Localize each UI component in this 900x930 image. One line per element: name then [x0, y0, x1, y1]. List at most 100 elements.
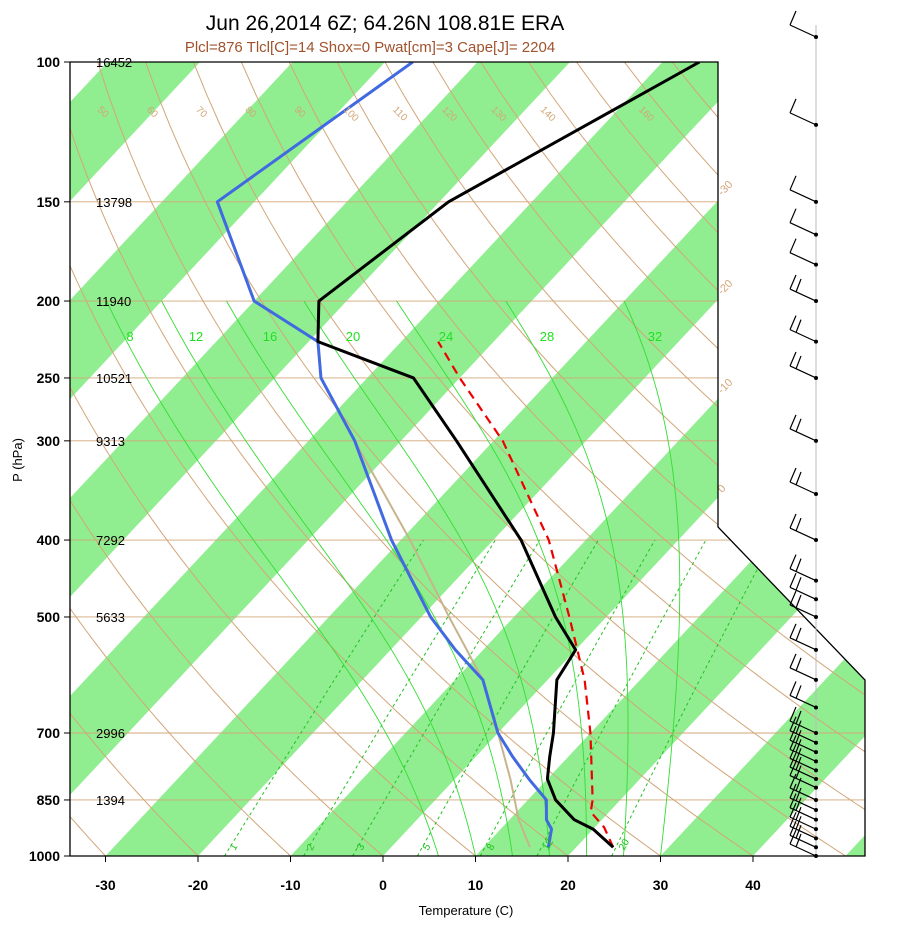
temperature-line: [316, 62, 701, 849]
y-tick-label: 250: [37, 370, 61, 386]
wind-barb-flag: [795, 685, 802, 699]
wind-barb-flag: [789, 744, 797, 759]
mixing-ratio-label: 1: [228, 842, 241, 853]
dry-adiabat-line: [432, 62, 865, 856]
wind-barb-flag: [795, 710, 802, 725]
x-tick-label: 10: [468, 877, 484, 893]
dry-adiabat-line: [336, 62, 865, 856]
wind-barb-shaft: [789, 816, 817, 830]
dry-adiabat-line: [70, 62, 569, 856]
wind-barb-flag: [789, 623, 797, 639]
wind-barb-flag: [789, 681, 797, 696]
y-tick-label: 400: [37, 532, 61, 548]
wind-barb-shaft: [789, 481, 817, 495]
dry-adiabat-label: 70: [193, 105, 209, 121]
wind-barb-flag: [789, 590, 797, 606]
wind-barb-shaft: [789, 748, 817, 762]
x-tick-label: 0: [379, 877, 387, 893]
wind-barb-shaft: [789, 825, 817, 839]
wind-barb-shaft: [789, 637, 817, 651]
wind-barb-flag: [795, 278, 802, 293]
wind-barb-shaft: [789, 720, 817, 734]
mixing-ratio-label: 12: [541, 837, 556, 853]
dry-adiabat-line: [70, 62, 476, 856]
height-label: 9313: [96, 434, 125, 449]
dry-adiabat-label: 110: [390, 105, 409, 124]
mixing-ratio-line: [536, 539, 707, 856]
wind-barb-flag: [789, 821, 797, 836]
wind-barb-flag: [789, 98, 797, 114]
wind-barb-flag: [789, 10, 797, 26]
wind-barb-shaft: [789, 730, 817, 744]
wind-barb-flag: [795, 756, 802, 771]
wind-barb-flag: [789, 773, 797, 789]
diagram-labels: 1645213798119401052193137292563329961394…: [95, 55, 735, 853]
wind-barb-flag: [789, 274, 797, 290]
wind-barb-flag: [795, 729, 802, 744]
dry-adiabat-line: [863, 62, 865, 856]
wind-barb-flag: [789, 175, 797, 191]
wind-barb-shaft: [789, 604, 817, 618]
mixing-ratio-line: [479, 539, 656, 856]
height-label: 5633: [96, 610, 125, 625]
mixing-ratio-lines: [224, 539, 774, 856]
y-tick-label: 100: [37, 54, 61, 70]
wind-barb-flag: [795, 825, 802, 839]
wind-barb-flag: [795, 765, 802, 779]
height-label: 13798: [96, 195, 132, 210]
mixing-ratio-label: 3: [355, 842, 368, 853]
wind-barb-shaft: [789, 787, 817, 801]
mixing-ratio-label: 5: [421, 842, 434, 853]
wind-barb-shaft: [789, 222, 817, 236]
x-tick-label: 30: [653, 877, 669, 893]
wind-barb-shaft: [789, 797, 817, 811]
wind-barb-flag: [789, 238, 797, 253]
wind-barb-flag: [795, 594, 802, 609]
y-axis: 100 150 200 250 300 400 500 700 850 1000: [29, 54, 70, 864]
wet-bulb-label: 32: [648, 329, 662, 344]
dry-adiabat-line: [192, 62, 865, 856]
wind-barb-flag: [789, 793, 797, 808]
wet-bulb-label: 8: [126, 329, 133, 344]
wind-barb-flag: [789, 414, 797, 430]
moist-adiabats: [106, 300, 681, 856]
wind-barb-flag: [789, 783, 797, 799]
wind-barb-flag: [795, 558, 802, 572]
wind-barb-shaft: [789, 365, 817, 379]
moist-adiabat-line: [226, 300, 513, 856]
wet-bulb-label: 16: [263, 329, 277, 344]
wind-barb-shaft: [789, 24, 817, 38]
wet-bulb-label: 12: [189, 329, 203, 344]
wind-barb-shaft: [789, 739, 817, 753]
wind-barb-flag: [789, 812, 797, 827]
y-tick-label: 200: [37, 293, 61, 309]
height-label: 11940: [96, 294, 131, 309]
wet-bulb-label: 28: [540, 329, 554, 344]
y-tick-label: 300: [37, 433, 61, 449]
y-tick-label: 850: [37, 792, 61, 808]
parcel-path-line: [437, 341, 615, 848]
wind-barb-flag: [795, 777, 802, 792]
x-tick-label: -30: [95, 877, 115, 893]
wind-barb-flag: [789, 467, 797, 483]
moist-adiabat-line: [106, 300, 439, 856]
y-tick-label: 700: [37, 725, 61, 741]
wind-barb-shaft: [789, 766, 817, 780]
wind-barb-shaft: [789, 757, 817, 771]
wind-barb-flag: [795, 577, 802, 591]
moist-adiabat-line: [505, 300, 629, 856]
x-tick-label: -20: [188, 877, 208, 893]
height-label: 1394: [96, 793, 125, 808]
isotherm-band: [475, 62, 865, 856]
wind-barb-flag: [789, 802, 797, 818]
wind-barbs: [789, 10, 818, 858]
wind-barb-shaft: [789, 112, 817, 126]
wind-barb-shaft: [789, 667, 817, 681]
wind-barb-flag: [789, 725, 797, 741]
wind-barb-flag: [795, 355, 802, 370]
wind-barb-shaft: [789, 428, 817, 442]
dry-adiabat-line: [240, 62, 865, 856]
moist-adiabat-line: [623, 300, 681, 856]
chart-subtitle: Plcl=876 Tlcl[C]=14 Shox=0 Pwat[cm]=3 Ca…: [185, 39, 555, 56]
wind-barb-flag: [795, 797, 802, 811]
